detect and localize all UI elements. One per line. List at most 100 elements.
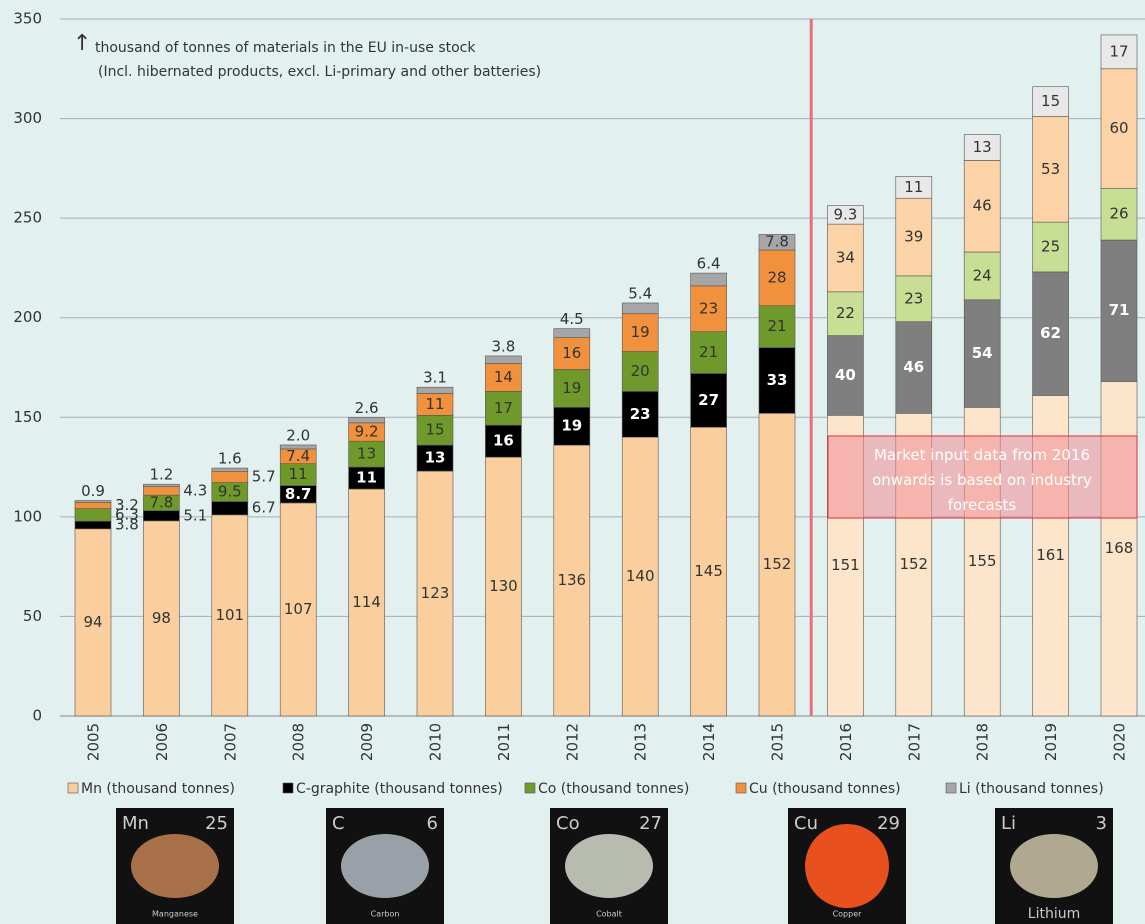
value-label: 17 bbox=[494, 399, 513, 417]
value-label: 101 bbox=[215, 606, 244, 624]
y-tick-label: 250 bbox=[13, 209, 42, 227]
element-symbol: Li bbox=[1001, 813, 1016, 834]
value-label: 13 bbox=[357, 445, 376, 463]
value-label: 15 bbox=[425, 421, 444, 439]
element-number: 3 bbox=[1096, 813, 1107, 834]
value-label: 19 bbox=[561, 417, 582, 435]
value-label: 19 bbox=[562, 379, 581, 397]
bar-segment bbox=[621, 351, 659, 392]
value-label: 8.7 bbox=[285, 485, 312, 503]
value-label: 140 bbox=[626, 567, 655, 585]
bar-segment bbox=[827, 335, 864, 416]
bar-segment bbox=[1032, 221, 1069, 273]
bar-segment bbox=[553, 328, 591, 338]
bar-segment bbox=[416, 444, 454, 472]
element-sample bbox=[805, 824, 889, 908]
bar-segment bbox=[1100, 187, 1138, 241]
value-label: 2.0 bbox=[286, 426, 310, 444]
bar-segment bbox=[485, 456, 522, 717]
bar-segment bbox=[963, 160, 1001, 253]
x-tick-label: 2014 bbox=[700, 723, 718, 761]
annotation-line: forecasts bbox=[948, 496, 1017, 514]
bar-segment bbox=[1032, 271, 1069, 396]
value-label: 17 bbox=[1109, 42, 1128, 60]
element-sample bbox=[1010, 834, 1098, 898]
bar-segment bbox=[211, 501, 249, 516]
axis-subtitle: (Incl. hibernated products, excl. Li-pri… bbox=[98, 64, 541, 80]
element-number: 6 bbox=[427, 813, 438, 834]
bar-segment bbox=[1100, 239, 1138, 382]
value-label: 26 bbox=[1109, 205, 1128, 223]
value-label: 60 bbox=[1109, 119, 1128, 137]
bar-segment bbox=[485, 424, 522, 458]
value-label: 130 bbox=[489, 577, 518, 595]
value-label: 123 bbox=[421, 584, 450, 602]
bar-segment bbox=[416, 414, 454, 446]
legend-swatch bbox=[282, 782, 294, 794]
legend-label: C-graphite (thousand tonnes) bbox=[296, 781, 503, 797]
bar-segment bbox=[553, 444, 591, 717]
value-label: 21 bbox=[767, 317, 786, 335]
value-label: 168 bbox=[1105, 539, 1134, 557]
y-tick-label: 300 bbox=[13, 109, 42, 127]
value-label: 4.3 bbox=[183, 481, 207, 499]
value-label: 9.2 bbox=[355, 423, 379, 441]
bar-segment bbox=[827, 205, 864, 225]
value-label: 11 bbox=[904, 178, 923, 196]
element-name: Manganese bbox=[152, 910, 198, 919]
value-label: 23 bbox=[630, 405, 651, 423]
value-label: 25 bbox=[1041, 238, 1060, 256]
value-label: 155 bbox=[968, 552, 997, 570]
value-label: 13 bbox=[973, 138, 992, 156]
bar-segment bbox=[690, 272, 727, 287]
value-label: 9.5 bbox=[218, 483, 242, 501]
value-label: 152 bbox=[763, 555, 792, 573]
bar-segment bbox=[485, 363, 522, 392]
value-label: 3.2 bbox=[115, 496, 139, 514]
bar-segment bbox=[758, 305, 796, 348]
bar-segment bbox=[143, 520, 180, 717]
value-label: 54 bbox=[972, 344, 993, 362]
value-label: 40 bbox=[835, 366, 856, 384]
value-label: 152 bbox=[899, 555, 928, 573]
value-label: 24 bbox=[973, 266, 992, 284]
x-tick-label: 2008 bbox=[290, 723, 308, 761]
bar-segment bbox=[279, 444, 317, 450]
y-tick-label: 100 bbox=[13, 507, 42, 525]
x-tick-label: 2005 bbox=[85, 723, 103, 761]
value-label: 0.9 bbox=[81, 482, 105, 500]
bar-segment bbox=[279, 502, 317, 717]
element-number: 27 bbox=[639, 813, 662, 834]
bar-segment bbox=[74, 528, 112, 717]
value-label: 5.4 bbox=[628, 284, 652, 302]
value-label: 3.1 bbox=[423, 369, 447, 387]
y-tick-label: 150 bbox=[13, 408, 42, 426]
value-label: 114 bbox=[352, 593, 381, 611]
bar-segment bbox=[74, 500, 112, 503]
value-label: 7.4 bbox=[286, 447, 310, 465]
value-label: 28 bbox=[767, 268, 786, 286]
bar-segment bbox=[895, 321, 933, 414]
value-label: 20 bbox=[631, 362, 650, 380]
bar-segment bbox=[143, 483, 180, 487]
legend-label: Li (thousand tonnes) bbox=[959, 781, 1104, 797]
value-label: 27 bbox=[698, 391, 719, 409]
bar-segment bbox=[348, 417, 385, 424]
value-label: 4.5 bbox=[560, 310, 584, 328]
value-label: 33 bbox=[767, 371, 788, 389]
bar-segment bbox=[74, 520, 112, 530]
bar-segment bbox=[758, 234, 796, 251]
bar-segment bbox=[416, 386, 454, 394]
element-symbol: Co bbox=[556, 813, 580, 834]
value-label: 39 bbox=[904, 228, 923, 246]
bar-segment bbox=[690, 331, 727, 374]
x-tick-label: 2006 bbox=[153, 723, 171, 761]
bar-segment bbox=[74, 508, 112, 522]
value-label: 16 bbox=[493, 432, 514, 450]
bar-segment bbox=[1032, 86, 1069, 117]
bar-segment bbox=[895, 176, 933, 199]
x-tick-label: 2017 bbox=[905, 723, 923, 761]
value-label: 71 bbox=[1109, 301, 1130, 319]
value-label: 7.8 bbox=[765, 233, 789, 251]
